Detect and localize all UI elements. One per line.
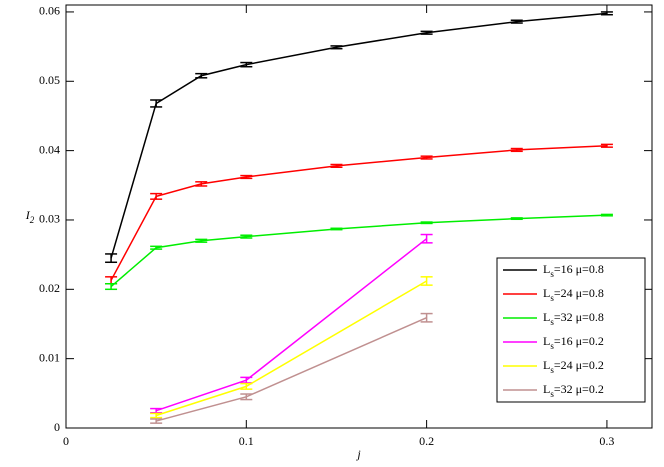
error-bar	[150, 412, 163, 419]
error-bar	[105, 283, 118, 291]
legend-label: Ls=16 μ=0.2	[543, 334, 604, 351]
series-line	[155, 317, 427, 422]
y-tick-label: 0.01	[39, 350, 60, 364]
error-bar	[195, 238, 208, 243]
error-bar	[600, 143, 613, 148]
series-line	[110, 214, 607, 288]
error-bar	[330, 45, 343, 50]
legend-label: Ls=16 μ=0.8	[543, 262, 604, 279]
error-bar	[150, 192, 163, 200]
error-bar	[240, 61, 253, 68]
error-bar	[420, 233, 433, 244]
error-bar	[240, 382, 253, 390]
error-bar	[330, 163, 343, 169]
series-line	[155, 280, 427, 417]
x-tick-label: 0.2	[419, 434, 434, 448]
plot-frame	[65, 4, 653, 429]
y-tick-label: 0.05	[39, 73, 60, 87]
error-bar	[420, 312, 433, 323]
x-tick-label: 0.1	[239, 434, 254, 448]
y-axis-label: I2	[25, 208, 35, 225]
error-bar	[420, 30, 433, 35]
error-bar	[105, 253, 118, 264]
error-bar	[150, 418, 163, 424]
y-tick-label: 0.03	[39, 212, 60, 226]
error-bar	[150, 99, 163, 108]
series-line	[155, 238, 428, 412]
error-bar	[420, 155, 433, 160]
series-line	[110, 12, 607, 259]
error-bar	[240, 393, 253, 401]
y-tick-label: 0.02	[39, 281, 60, 295]
error-bar	[195, 181, 208, 187]
error-bar	[510, 147, 523, 153]
error-bar	[330, 227, 343, 231]
legend-label: Ls=24 μ=0.2	[543, 358, 604, 375]
y-tick-label: 0.06	[39, 4, 60, 18]
error-bar	[240, 174, 253, 180]
legend-label: Ls=32 μ=0.8	[543, 310, 604, 327]
error-bar	[195, 72, 208, 79]
error-bar	[510, 19, 523, 24]
error-bar	[240, 234, 253, 239]
error-bar	[420, 221, 433, 225]
legend-box	[496, 257, 646, 403]
error-bar	[150, 407, 163, 414]
legend-label: Ls=32 μ=0.2	[543, 382, 604, 399]
error-bar	[420, 276, 433, 286]
series-line	[110, 145, 607, 281]
x-axis-label: j	[355, 447, 361, 461]
error-bar	[510, 217, 523, 221]
error-bar	[600, 213, 613, 217]
x-tick-label: 0.3	[599, 434, 614, 448]
legend-label: Ls=24 μ=0.8	[543, 286, 604, 303]
error-bar	[600, 11, 613, 16]
error-bar	[150, 245, 163, 250]
y-tick-label: 0	[54, 420, 60, 434]
y-tick-label: 0.04	[39, 142, 60, 156]
x-tick-label: 0	[63, 434, 69, 448]
